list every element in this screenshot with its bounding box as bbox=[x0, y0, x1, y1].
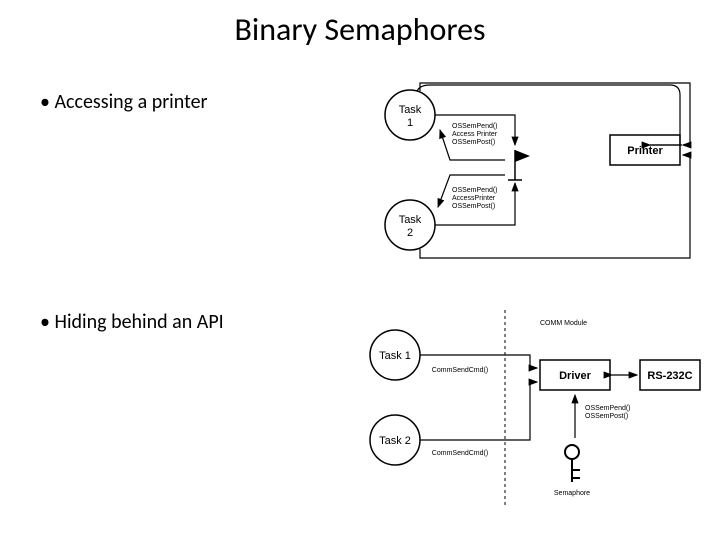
svg-text:Task: Task bbox=[399, 214, 422, 226]
node-printer: Printer bbox=[610, 135, 680, 165]
svg-text:OSSemPost(): OSSemPost() bbox=[585, 413, 628, 420]
svg-text:OSSemPend(): OSSemPend() bbox=[452, 187, 498, 194]
svg-text:OSSemPost(): OSSemPost() bbox=[452, 139, 495, 146]
semaphore-key-icon: Semaphore bbox=[554, 445, 590, 497]
edge-task2-driver bbox=[420, 382, 537, 440]
svg-text:OSSemPend(): OSSemPend() bbox=[452, 123, 498, 130]
svg-text:1: 1 bbox=[407, 117, 413, 129]
bullet-accessing-printer: Accessing a printer bbox=[40, 90, 208, 114]
module-label: COMM Module bbox=[540, 320, 587, 327]
svg-text:Task 1: Task 1 bbox=[379, 350, 411, 362]
svg-text:2: 2 bbox=[407, 227, 413, 239]
node-rs232c: RS-232C bbox=[640, 360, 700, 390]
svg-text:RS-232C: RS-232C bbox=[647, 370, 692, 382]
svg-text:Access Printer: Access Printer bbox=[452, 131, 498, 138]
diagram-api: COMM Module Task 1 Task 2 Driver RS-232C… bbox=[340, 310, 720, 520]
svg-text:CommSendCmd(): CommSendCmd() bbox=[432, 450, 488, 457]
svg-text:Task 2: Task 2 bbox=[379, 435, 411, 447]
bullet-hiding-api: Hiding behind an API bbox=[40, 310, 224, 334]
node-task2-b: Task 2 bbox=[370, 415, 420, 465]
svg-text:Semaphore: Semaphore bbox=[554, 490, 590, 497]
diagram-printer: Task 1 Task 2 Printer OSSemPend() Access… bbox=[350, 80, 710, 280]
node-task2: Task 2 bbox=[385, 200, 435, 250]
svg-text:OSSemPost(): OSSemPost() bbox=[452, 203, 495, 210]
node-task1: Task 1 bbox=[385, 90, 435, 140]
node-task1-b: Task 1 bbox=[370, 330, 420, 380]
svg-text:Driver: Driver bbox=[559, 370, 592, 382]
svg-text:AccessPrinter: AccessPrinter bbox=[452, 195, 496, 202]
semaphore-flag-icon bbox=[508, 150, 530, 180]
svg-text:OSSemPend(): OSSemPend() bbox=[585, 405, 631, 412]
page-title: Binary Semaphores bbox=[0, 10, 720, 49]
node-driver: Driver bbox=[540, 360, 610, 390]
svg-text:Task: Task bbox=[399, 104, 422, 116]
svg-text:CommSendCmd(): CommSendCmd() bbox=[432, 367, 488, 374]
svg-text:Printer: Printer bbox=[627, 145, 663, 157]
